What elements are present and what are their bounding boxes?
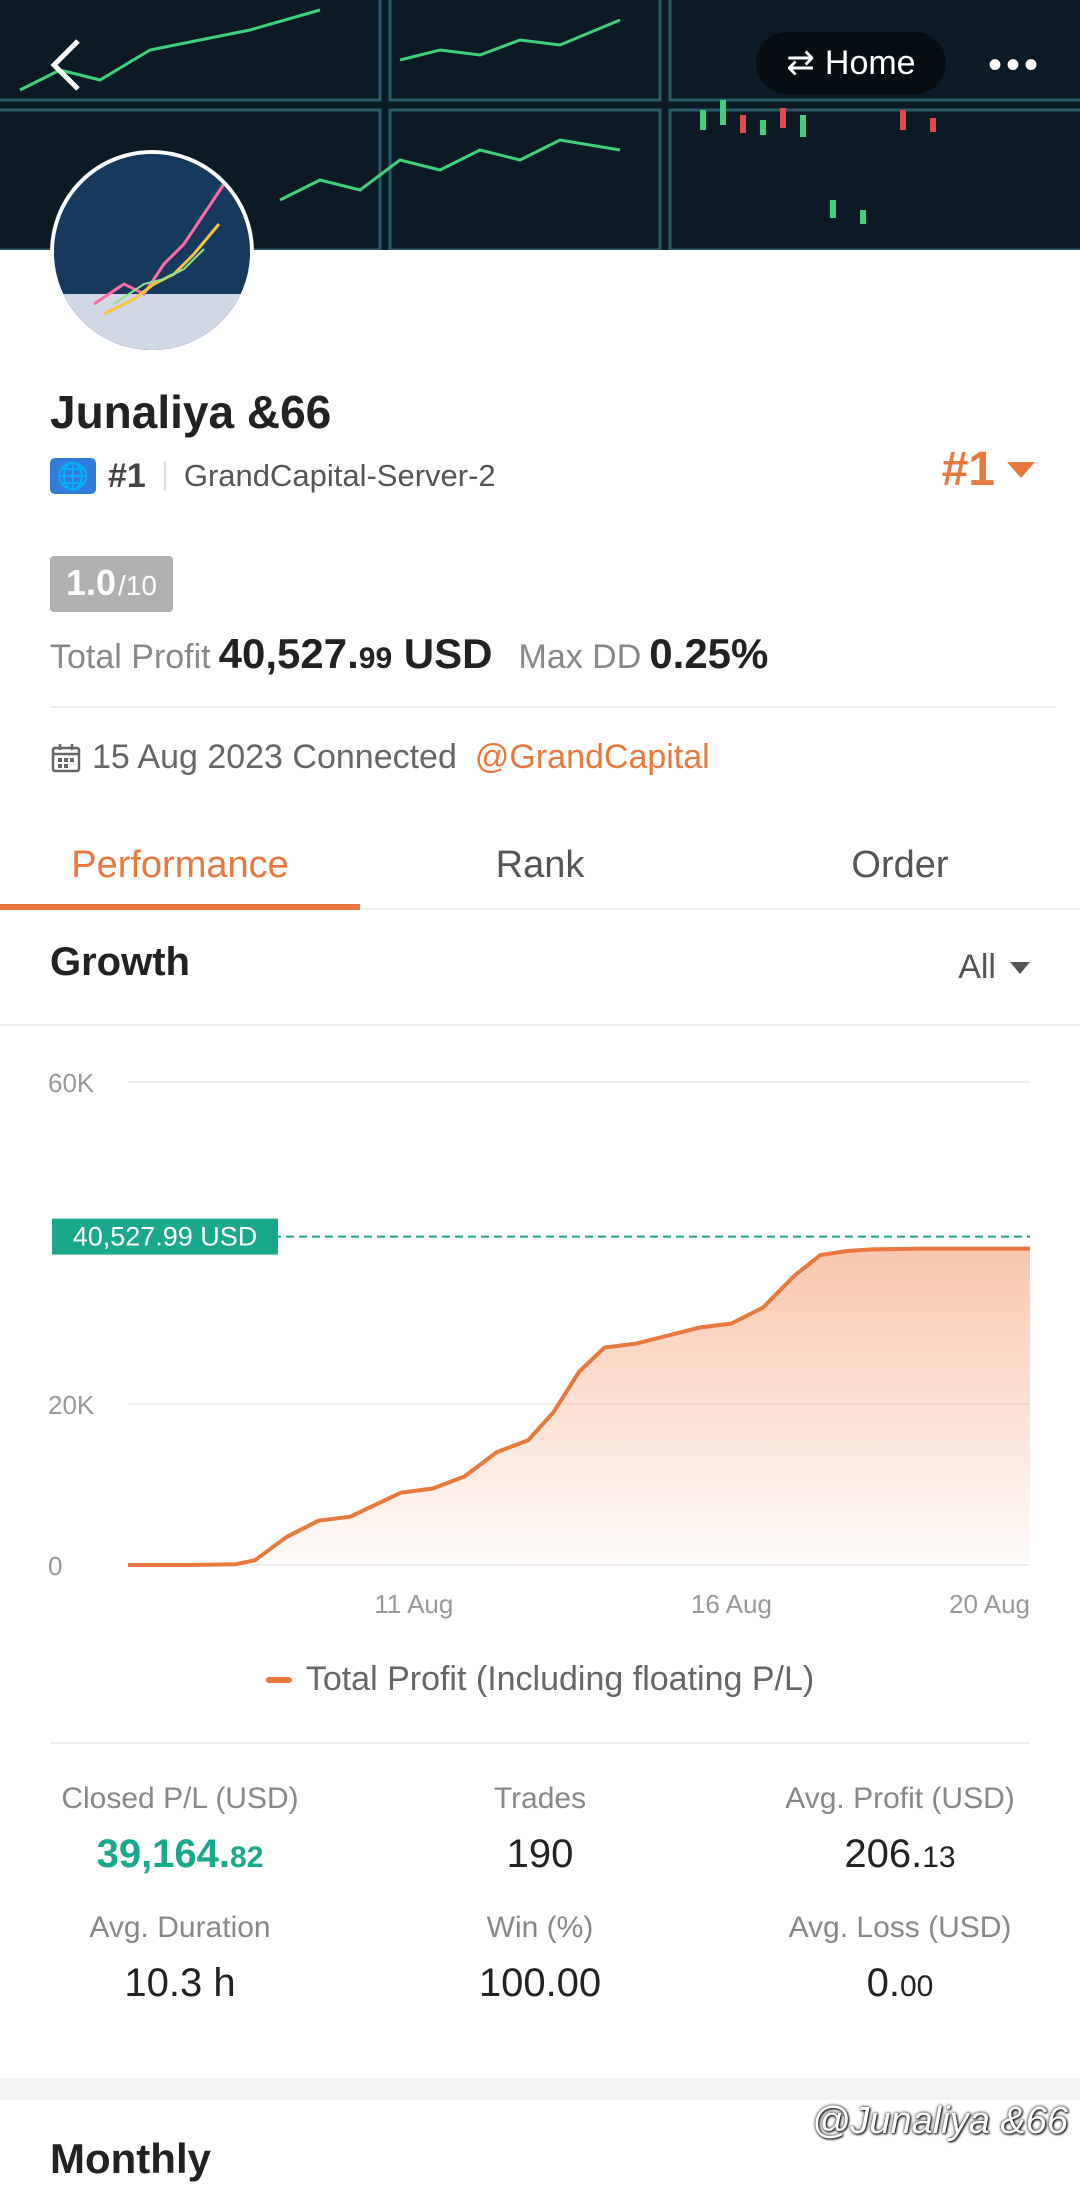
triangle-down-icon — [1007, 461, 1035, 478]
divider — [50, 706, 1055, 708]
globe-icon: 🌐 — [50, 458, 96, 494]
legend-label: Total Profit (Including floating P/L) — [305, 1660, 815, 1698]
more-options-button[interactable]: ••• — [980, 40, 1050, 90]
legend-swatch — [265, 1676, 292, 1683]
header-banner — [0, 0, 1080, 250]
x-tick-label: 11 Aug — [374, 1589, 453, 1619]
triangle-down-icon — [1010, 961, 1030, 974]
stat-value: 100.00 — [478, 1961, 602, 2005]
back-button[interactable] — [40, 30, 90, 100]
growth-filter-dropdown[interactable]: All — [958, 948, 1030, 987]
score-max: /10 — [118, 570, 157, 601]
stats-grid: Closed P/L (USD) 39,164.82 Trades 190 Avg. P… — [0, 1782, 1080, 2006]
section-separator — [0, 2078, 1080, 2100]
server-row: 🌐 #1 GrandCapital-Server-2 — [50, 455, 496, 497]
stat-value: 0.00 — [866, 1961, 934, 2005]
stat-value: 10.3 h — [124, 1961, 236, 2005]
stat-item: Avg. Duration 10.3 h — [0, 1911, 360, 2006]
stat-label: Win (%) — [486, 1911, 594, 1944]
stat-item: Avg. Loss (USD) 0.00 — [720, 1911, 1080, 2006]
overall-rank: #1 — [941, 443, 995, 496]
stat-item: Closed P/L (USD) 39,164.82 — [0, 1782, 360, 1877]
stat-label: Closed P/L (USD) — [61, 1782, 299, 1815]
y-tick-label: 20K — [48, 1390, 95, 1420]
separator — [163, 461, 166, 491]
y-tick-label: 0 — [48, 1551, 62, 1581]
stat-label: Trades — [493, 1782, 587, 1815]
stat-value: 39,164.82 — [96, 1832, 264, 1876]
value-marker-badge — [52, 1218, 278, 1255]
tab-rank[interactable]: Rank — [495, 843, 585, 886]
y-tick-label: 60K — [48, 1068, 95, 1098]
overall-rank-dropdown[interactable]: #1 — [942, 442, 1035, 497]
series-line — [128, 1246, 1030, 1567]
divider — [50, 1742, 1030, 1744]
divider — [0, 1024, 1080, 1026]
monthly-title: Monthly — [50, 2135, 211, 2182]
stat-label: Avg. Duration — [89, 1911, 271, 1944]
watermark: @Junaliya &66 — [811, 2100, 1068, 2142]
region-rank: #1 — [108, 456, 146, 495]
score-badge: 1.0 /10 — [50, 556, 173, 612]
total-profit-value: 40,527.99 USD — [218, 630, 493, 677]
home-label: Home — [824, 43, 916, 82]
stat-item: Win (%) 100.00 — [360, 1911, 720, 2006]
stat-item: Trades 190 — [360, 1782, 720, 1877]
stat-value: 190 — [506, 1832, 574, 1876]
x-tick-label: 20 Aug — [949, 1589, 1030, 1619]
connected-date: 15 Aug 2023 Connected — [92, 738, 457, 776]
growth-title: Growth — [50, 940, 190, 984]
server-name: GrandCapital-Server-2 — [183, 458, 496, 493]
stat-label: Avg. Loss (USD) — [788, 1911, 1012, 1944]
value-marker-label: 40,527.99 USD — [73, 1222, 258, 1252]
swap-arrows-icon: ⇄ — [786, 44, 815, 82]
max-dd-value: 0.25% — [649, 630, 769, 677]
more-dots-icon: ••• — [987, 42, 1042, 87]
growth-chart: 60K 20K 0 11 Aug 16 Aug 20 Aug 40,527.99 USD — [48, 1068, 1030, 1619]
tab-performance[interactable]: Performance — [0, 822, 360, 910]
home-button[interactable]: ⇄ Home — [756, 32, 946, 94]
avatar-chart-image — [54, 154, 250, 350]
profit-row: Total Profit 40,527.99 USD Max DD 0.25% — [50, 630, 768, 678]
tab-order[interactable]: Order — [851, 843, 949, 886]
max-dd-label: Max DD — [518, 638, 642, 676]
stat-value: 206.13 — [844, 1832, 956, 1876]
score-value: 1.0 — [66, 562, 117, 603]
total-profit-label: Total Profit — [50, 638, 211, 676]
broker-link[interactable]: @GrandCapital — [474, 738, 710, 776]
avatar — [50, 150, 254, 354]
series-area — [128, 1248, 1030, 1565]
tab-bar: Performance Rank Order — [0, 822, 1080, 910]
stat-label: Avg. Profit (USD) — [785, 1782, 1015, 1815]
trader-name: Junaliya &66 — [50, 386, 332, 438]
growth-filter-value: All — [958, 948, 996, 986]
chevron-left-icon — [50, 39, 80, 91]
chart-legend: Total Profit (Including floating P/L) — [0, 1660, 1080, 1699]
x-tick-label: 16 Aug — [691, 1589, 772, 1619]
stat-item: Avg. Profit (USD) 206.13 — [720, 1782, 1080, 1877]
calendar-icon — [51, 743, 81, 772]
connected-row: 15 Aug 2023 Connected @GrandCapital — [50, 738, 710, 777]
